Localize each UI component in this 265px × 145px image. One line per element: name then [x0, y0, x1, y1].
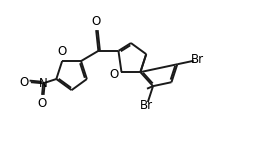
Text: O: O	[109, 68, 119, 81]
Text: Br: Br	[140, 99, 153, 112]
Text: O: O	[91, 15, 101, 28]
Text: Br: Br	[191, 54, 204, 66]
Text: N: N	[39, 77, 47, 90]
Text: O: O	[58, 45, 67, 58]
Text: O: O	[37, 97, 47, 110]
Text: O: O	[20, 76, 29, 89]
